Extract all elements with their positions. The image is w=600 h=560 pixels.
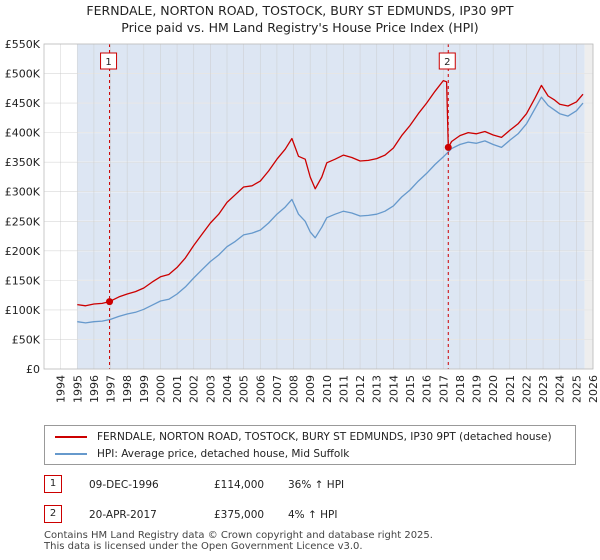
legend-item-property: FERNDALE, NORTON ROAD, TOSTOCK, BURY ST … — [55, 429, 552, 445]
sale-marker-lines — [109, 44, 449, 369]
x-tick-label: 2012 — [354, 375, 367, 403]
x-tick-label: 1996 — [88, 375, 101, 403]
x-tick-label: 2016 — [421, 375, 434, 403]
legend-item-hpi: HPI: Average price, detached house, Mid … — [55, 446, 349, 462]
x-tick-label: 2020 — [487, 375, 500, 403]
x-tick-label: 2015 — [404, 375, 417, 403]
legend: FERNDALE, NORTON ROAD, TOSTOCK, BURY ST … — [44, 425, 576, 465]
y-tick-label: £450K — [5, 97, 41, 110]
x-tick-label: 2021 — [504, 375, 517, 403]
x-tick-label: 2024 — [554, 375, 567, 403]
sale-point — [106, 298, 114, 306]
sale-badge-label: 1 — [105, 57, 111, 68]
footer: Contains HM Land Registry data © Crown c… — [44, 530, 433, 552]
y-tick-label: £50K — [12, 333, 41, 346]
y-tick-label: £500K — [5, 68, 41, 81]
x-tick-label: 2008 — [288, 375, 301, 403]
sale-badge-label: 2 — [444, 57, 450, 68]
transaction-badge: 2 — [44, 505, 62, 523]
x-tick-label: 2011 — [337, 375, 350, 403]
x-tick-label: 2017 — [437, 375, 450, 403]
x-tick-label: 1999 — [138, 375, 151, 403]
data-range-shade — [77, 44, 585, 369]
legend-swatch-hpi — [55, 453, 87, 455]
y-tick-label: £150K — [5, 274, 41, 287]
transaction-date: 09-DEC-1996 — [89, 479, 159, 491]
x-tick-label: 2025 — [570, 375, 583, 403]
x-tick-label: 2026 — [587, 375, 600, 403]
y-tick-label: £550K — [5, 38, 41, 51]
data-range-shading — [77, 44, 593, 369]
plot-frame — [43, 43, 594, 370]
x-tick-label: 1995 — [71, 375, 84, 403]
x-tick-label: 2000 — [154, 375, 167, 403]
x-tick-label: 2023 — [537, 375, 550, 403]
y-tick-label: £400K — [5, 127, 41, 140]
y-tick-label: £200K — [5, 245, 41, 258]
y-tick-labels: £0 £50K £100K £150K £200K £250K £300K £350K £400… — [5, 38, 41, 376]
transaction-hpi-change: 36% ↑ HPI — [288, 479, 345, 491]
sale-badge-box — [100, 52, 118, 70]
legend-label-hpi: HPI: Average price, detached house, Mid … — [97, 448, 350, 460]
y-tick-label: £250K — [5, 215, 41, 228]
chart-title: FERNDALE, NORTON ROAD, TOSTOCK, BURY ST … — [0, 2, 600, 36]
sale-point — [444, 143, 452, 151]
future-shade — [584, 44, 593, 369]
x-tick-label: 2004 — [221, 375, 234, 403]
transaction-hpi-change: 4% ↑ HPI — [288, 509, 338, 521]
price-chart: £0 £50K £100K £150K £200K £250K £300K £350K £400… — [5, 38, 600, 403]
x-tick-label: 2009 — [304, 375, 317, 403]
y-tick-label: £350K — [5, 156, 41, 169]
x-tick-label: 2007 — [271, 375, 284, 403]
x-tick-label: 2010 — [321, 375, 334, 403]
axes — [43, 43, 594, 370]
title-line-2: Price paid vs. HM Land Registry's House … — [121, 20, 479, 35]
x-tick-label: 2019 — [471, 375, 484, 403]
transaction-date: 20-APR-2017 — [89, 509, 157, 521]
sale-points — [106, 143, 452, 306]
y-tick-label: £100K — [5, 304, 41, 317]
transaction-badge: 1 — [44, 475, 62, 493]
footer-line-1: Contains HM Land Registry data © Crown c… — [44, 530, 433, 541]
transaction-price: £114,000 — [214, 479, 265, 491]
sale-badge-box — [438, 52, 456, 70]
title-line-1: FERNDALE, NORTON ROAD, TOSTOCK, BURY ST … — [86, 3, 514, 18]
transaction-price: £375,000 — [214, 509, 265, 521]
x-tick-label: 2005 — [238, 375, 251, 403]
hpi-line — [77, 96, 584, 324]
legend-swatch-property — [55, 436, 87, 438]
x-tick-label: 2014 — [387, 375, 400, 403]
x-tick-label: 2006 — [254, 375, 267, 403]
x-tick-label: 2002 — [188, 375, 201, 403]
x-tick-label: 2022 — [520, 375, 533, 403]
x-tick-label: 1998 — [121, 375, 134, 403]
legend-label-property: FERNDALE, NORTON ROAD, TOSTOCK, BURY ST … — [97, 431, 552, 443]
footer-line-2: This data is licensed under the Open Gov… — [44, 541, 363, 552]
x-tick-labels: 1994 1995 1996 1997 1998 1999 2000 2001 2002 2003… — [55, 375, 600, 403]
x-tick-label: 2013 — [371, 375, 384, 403]
y-tick-label: £300K — [5, 186, 41, 199]
x-tick-label: 2003 — [204, 375, 217, 403]
x-tick-label: 1994 — [55, 375, 68, 403]
x-tick-label: 2018 — [454, 375, 467, 403]
y-tick-label: £0 — [26, 363, 40, 376]
x-tick-label: 1997 — [105, 375, 118, 403]
x-tick-label: 2001 — [171, 375, 184, 403]
series-lines — [77, 79, 584, 324]
property-price-line — [77, 79, 584, 307]
